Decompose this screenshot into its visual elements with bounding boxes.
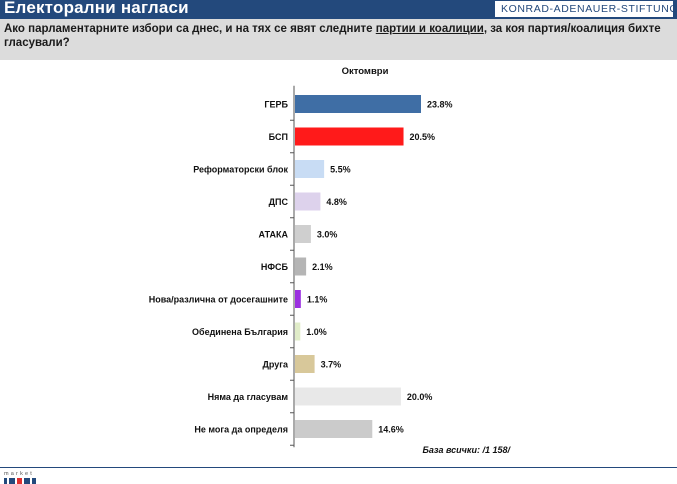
category-label: НФСБ bbox=[261, 262, 289, 272]
data-label: 1.1% bbox=[307, 295, 328, 305]
bar bbox=[295, 290, 301, 308]
bar bbox=[295, 127, 404, 146]
category-label: Реформаторски блок bbox=[193, 165, 288, 175]
category-label: Нова/различна от досегашните bbox=[149, 295, 288, 305]
data-label: 20.5% bbox=[410, 132, 436, 142]
data-label: 5.5% bbox=[330, 165, 351, 175]
bar bbox=[295, 225, 311, 243]
question-box: Ако парламентарните избори са днес, и на… bbox=[0, 19, 677, 60]
bar bbox=[295, 322, 301, 341]
bar bbox=[295, 192, 321, 211]
data-label: 14.6% bbox=[378, 425, 404, 435]
category-label: Няма да гласувам bbox=[208, 392, 289, 402]
bar bbox=[295, 420, 373, 438]
category-label: ГЕРБ bbox=[264, 100, 288, 110]
category-label: Обединена България bbox=[192, 327, 288, 337]
bar bbox=[295, 387, 401, 406]
kas-logo: KONRAD-ADENAUER-STIFTUNG bbox=[495, 1, 677, 17]
page-title: Електорални нагласи bbox=[4, 0, 189, 17]
kas-logo-text: KONRAD-ADENAUER-STIFTUNG bbox=[501, 3, 677, 15]
data-label: 23.8% bbox=[427, 100, 453, 110]
question-text-2: , за коя партия/коалиция бихте гласували… bbox=[4, 23, 661, 49]
question-text-1: Ако парламентарните избори са днес, и на… bbox=[4, 23, 376, 35]
svg-text:market: market bbox=[4, 471, 34, 477]
data-label: 3.7% bbox=[321, 360, 342, 370]
category-label: Не мога да определя bbox=[194, 425, 288, 435]
data-label: 4.8% bbox=[326, 197, 347, 207]
bar bbox=[295, 257, 307, 276]
survey-question: Ако парламентарните избори са днес, и на… bbox=[4, 22, 664, 50]
series-title: Октомври bbox=[342, 66, 389, 77]
data-label: 20.0% bbox=[407, 392, 433, 402]
bar-chart: Октомври ГЕРБ 23.8% БСП 20.5% Реформаторски б… bbox=[149, 66, 512, 455]
bar bbox=[295, 95, 421, 113]
category-label: АТАКА bbox=[259, 230, 289, 240]
category-label: БСП bbox=[269, 132, 288, 142]
category-label: ДПС bbox=[269, 197, 289, 207]
data-label: 1.0% bbox=[306, 327, 327, 337]
footer-rule bbox=[0, 467, 677, 468]
market-links-logo: market bbox=[4, 471, 36, 484]
data-label: 2.1% bbox=[312, 262, 333, 272]
header-bar: Електорални нагласи KONRAD-ADENAUER-STIF… bbox=[0, 0, 677, 19]
bar bbox=[295, 355, 315, 373]
question-text-underlined: партии и коалиции bbox=[375, 23, 484, 35]
base-note: База всички: /1 158/ bbox=[422, 445, 511, 455]
bar bbox=[295, 160, 325, 178]
category-label: Друга bbox=[262, 360, 289, 370]
data-label: 3.0% bbox=[317, 230, 338, 240]
